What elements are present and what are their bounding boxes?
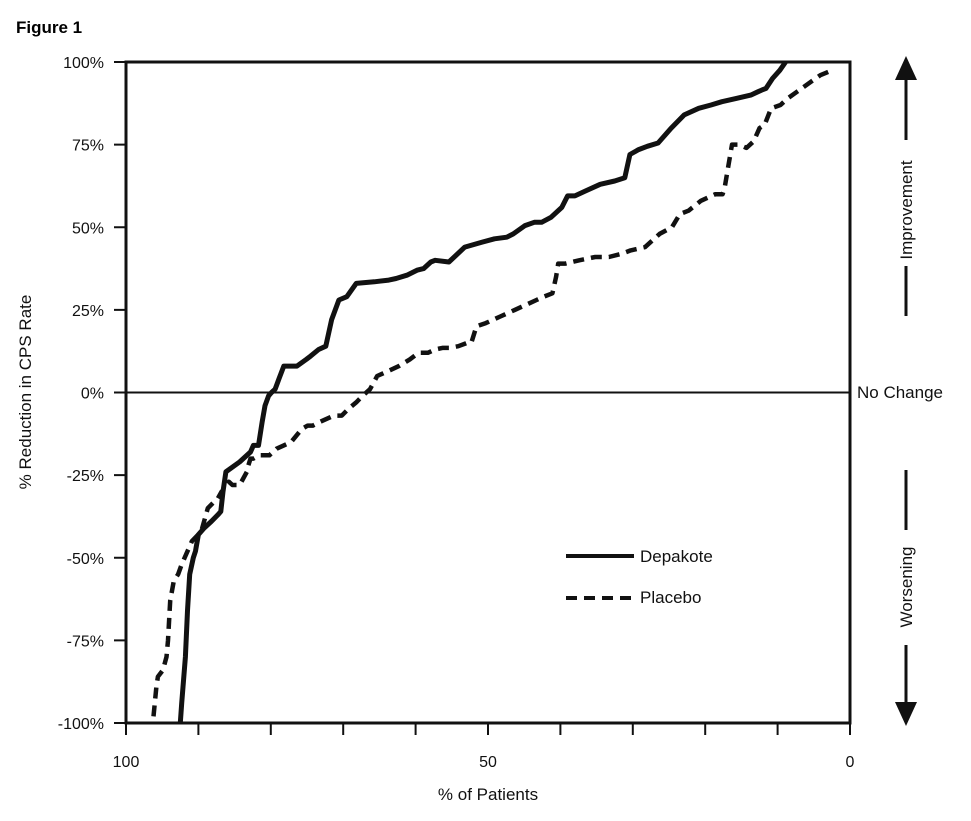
worsening-arrow-icon — [895, 645, 917, 726]
legend: Depakote Placebo — [566, 547, 713, 607]
series-line-placebo — [151, 69, 830, 717]
x-axis-ticks — [125, 723, 851, 735]
x-tick-label: 100 — [113, 754, 140, 771]
x-axis-title: % of Patients — [438, 785, 538, 804]
y-axis-tick-labels: 100% 75% 50% 25% 0% -25% -50% -75% -100% — [58, 55, 104, 733]
y-tick-label: -75% — [67, 633, 104, 650]
y-tick-label: 75% — [72, 138, 104, 155]
y-axis-ticks — [114, 61, 126, 724]
series-line-depakote — [177, 60, 788, 724]
y-axis-title: % Reduction in CPS Rate — [16, 295, 35, 490]
x-tick-label: 0 — [846, 754, 855, 771]
legend-label-placebo: Placebo — [640, 588, 701, 607]
x-tick-label: 50 — [479, 754, 497, 771]
y-tick-label: 0% — [81, 386, 104, 403]
y-tick-label: -50% — [67, 551, 104, 568]
y-tick-label: 100% — [63, 55, 104, 72]
improvement-label: Improvement — [897, 160, 916, 259]
y-tick-label: 25% — [72, 303, 104, 320]
legend-label-depakote: Depakote — [640, 547, 713, 566]
y-tick-label: -100% — [58, 716, 104, 733]
y-tick-label: 50% — [72, 220, 104, 237]
series-layer — [151, 60, 830, 724]
figure-label: Figure 1 — [16, 18, 82, 37]
no-change-label: No Change — [857, 383, 943, 402]
improvement-arrow-icon — [895, 56, 917, 140]
y-tick-label: -25% — [67, 468, 104, 485]
worsening-label: Worsening — [897, 547, 916, 628]
x-axis-tick-labels: 100 50 0 — [113, 754, 855, 771]
